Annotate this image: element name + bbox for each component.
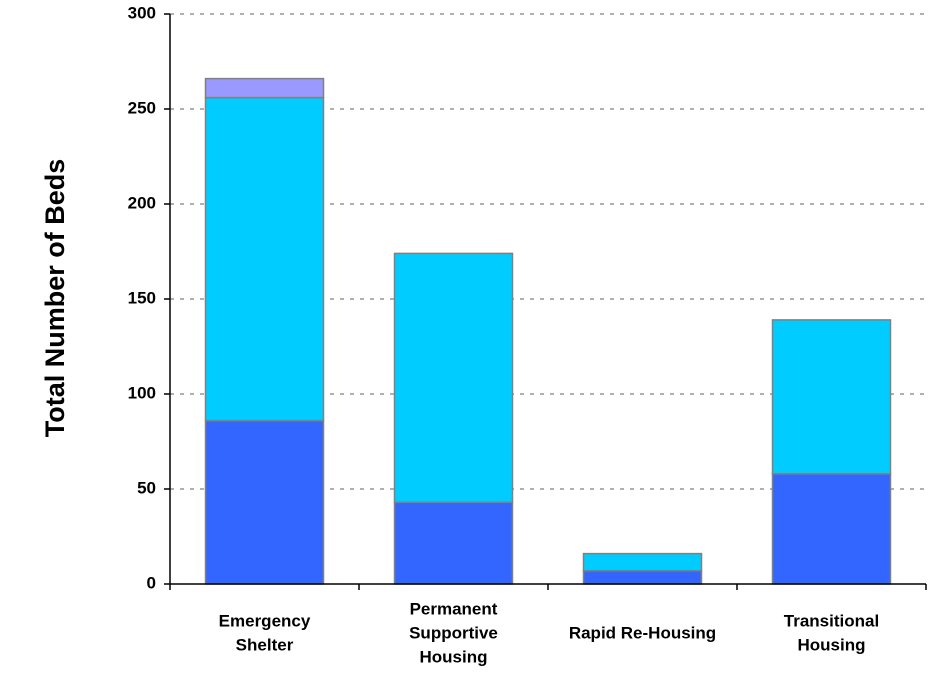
bar-segment	[771, 319, 892, 475]
bar-segment	[204, 96, 325, 422]
y-tick-label: 250	[128, 98, 156, 117]
y-tick-label: 50	[137, 478, 156, 497]
y-tick-label: 100	[128, 383, 156, 402]
y-tick-label: 0	[147, 573, 156, 592]
bar-segment	[204, 77, 325, 99]
bar-segment	[582, 552, 703, 572]
x-tick-label: Emergency Shelter	[219, 611, 311, 654]
y-tick-label: 300	[128, 3, 156, 22]
bar-segment	[582, 569, 703, 585]
x-tick-label: Transitional Housing	[784, 611, 879, 654]
bar-segment	[393, 501, 514, 585]
bar-segment	[771, 473, 892, 585]
x-tick-labels: Emergency Shelter Permanent Supportive Housi…	[169, 584, 927, 666]
y-axis-label: Total Number of Beds	[40, 159, 70, 438]
bar-segment	[393, 252, 514, 504]
y-tick-label: 200	[128, 193, 156, 212]
y-tick-labels: 0 50 100 150 200 250 300	[128, 3, 170, 592]
y-tick-label: 150	[128, 288, 156, 307]
bars	[204, 77, 892, 585]
bar-segment	[204, 419, 325, 585]
x-tick-label: Permanent Supportive Housing	[409, 599, 498, 666]
x-tick-label: Rapid Re-Housing	[569, 623, 716, 642]
